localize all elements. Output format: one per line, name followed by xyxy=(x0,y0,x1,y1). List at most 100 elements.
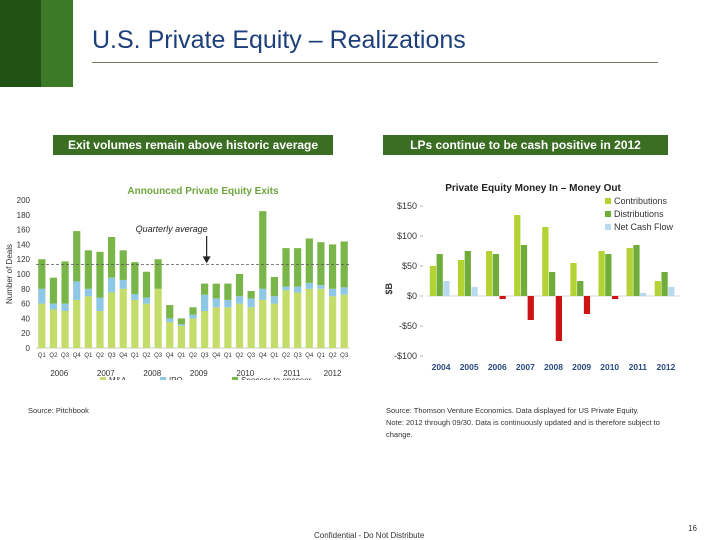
bar-ipo-22 xyxy=(294,286,302,293)
x-tick-label-12: Q1 xyxy=(177,353,186,359)
bar-ipo-5 xyxy=(96,297,104,311)
x-tick-label-9: Q2 xyxy=(142,353,151,359)
bar-m-a-8 xyxy=(131,299,139,348)
year-label-2011: 2011 xyxy=(283,369,301,378)
x-tick-label-14: Q3 xyxy=(201,353,210,359)
bar-contributions-2007 xyxy=(514,215,521,296)
bar-distributions-2007 xyxy=(520,245,528,296)
bar-contributions-2006 xyxy=(486,251,493,296)
x-tick-label-0: Q1 xyxy=(38,353,47,359)
bar-sponsor-to-sponsor-19 xyxy=(259,211,267,289)
bar-ipo-12 xyxy=(177,324,185,326)
y-tick-label-1: 20 xyxy=(21,329,30,338)
bar-sponsor-to-sponsor-3 xyxy=(73,231,81,282)
y-tick-label-2: 40 xyxy=(21,314,30,323)
bar-sponsor-to-sponsor-23 xyxy=(305,238,313,283)
bar-m-a-6 xyxy=(107,292,116,348)
right-source-line3: change. xyxy=(386,430,413,439)
bar-m-a-12 xyxy=(177,325,185,348)
left-source: Source: Pitchbook xyxy=(28,406,89,415)
bar-ipo-0 xyxy=(38,288,46,304)
bar-m-a-23 xyxy=(305,288,313,348)
bar-ipo-23 xyxy=(305,282,313,289)
bar-sponsor-to-sponsor-21 xyxy=(282,248,290,287)
legend-swatch-0 xyxy=(605,198,611,204)
right-source: Source: Thomson Venture Economics. Data … xyxy=(386,405,696,441)
bar-contributions-2012 xyxy=(654,281,661,296)
y-tick-label-3: $0 xyxy=(407,291,417,301)
bar-ipo-6 xyxy=(107,277,116,293)
bar-sponsor-to-sponsor-0 xyxy=(38,259,46,289)
bar-net-cash-flow-2010 xyxy=(611,296,619,299)
right-source-line1: Source: Thomson Venture Economics. Data … xyxy=(386,406,639,415)
bar-ipo-21 xyxy=(282,286,290,291)
bar-sponsor-to-sponsor-18 xyxy=(247,291,255,299)
bar-contributions-2005 xyxy=(457,260,465,296)
bar-sponsor-to-sponsor-13 xyxy=(189,307,197,315)
x-tick-label-16: Q1 xyxy=(224,353,233,359)
bar-ipo-7 xyxy=(119,279,127,289)
year-label-2007: 2007 xyxy=(97,369,115,378)
bar-contributions-2010 xyxy=(598,251,605,296)
x-tick-label-2: Q3 xyxy=(61,353,70,359)
bar-m-a-19 xyxy=(259,299,267,348)
bar-ipo-16 xyxy=(224,299,232,308)
bar-ipo-15 xyxy=(212,298,220,308)
bar-ipo-1 xyxy=(49,303,58,310)
x-tick-label-21: Q2 xyxy=(282,353,291,359)
x-tick-label-6: Q3 xyxy=(108,353,117,359)
bar-m-a-16 xyxy=(224,307,232,348)
bar-contributions-2004 xyxy=(429,266,437,296)
bar-sponsor-to-sponsor-8 xyxy=(131,262,139,294)
x-tick-label-23: Q4 xyxy=(305,353,314,359)
legend-label-2: Sponsor-to-sponsor xyxy=(241,376,312,380)
bar-m-a-15 xyxy=(212,307,220,348)
bar-ipo-2 xyxy=(61,303,69,311)
bar-sponsor-to-sponsor-14 xyxy=(201,283,209,295)
bar-sponsor-to-sponsor-7 xyxy=(119,250,127,280)
y-axis-label: Number of Deals xyxy=(5,244,14,304)
brand-bar xyxy=(41,0,73,87)
brand-bar-dark xyxy=(0,0,41,87)
x-tick-label-19: Q4 xyxy=(259,353,268,359)
bar-ipo-25 xyxy=(328,288,337,297)
page-number: 16 xyxy=(688,524,697,533)
bar-m-a-11 xyxy=(166,322,174,348)
year-label-2009: 2009 xyxy=(190,369,208,378)
bar-distributions-2010 xyxy=(605,254,612,296)
bar-ipo-24 xyxy=(317,285,325,289)
y-tick-label-5: 100 xyxy=(17,270,31,279)
bar-ipo-9 xyxy=(142,297,151,304)
y-tick-label-4: 80 xyxy=(21,285,30,294)
x-tick-label-2011: 2011 xyxy=(629,362,648,372)
x-tick-label-10: Q3 xyxy=(154,353,163,359)
legend-label-1: IPO xyxy=(169,376,183,380)
bar-net-cash-flow-2005 xyxy=(471,287,478,296)
y-tick-label-7: 140 xyxy=(17,240,31,249)
bar-sponsor-to-sponsor-20 xyxy=(270,276,279,297)
legend-swatch-1 xyxy=(160,377,166,380)
bar-m-a-2 xyxy=(61,311,69,348)
y-tick-label-3: 60 xyxy=(21,300,30,309)
bar-net-cash-flow-2008 xyxy=(555,296,562,341)
x-tick-label-2007: 2007 xyxy=(516,362,535,372)
bar-sponsor-to-sponsor-15 xyxy=(212,283,220,299)
year-label-2008: 2008 xyxy=(143,369,161,378)
bar-ipo-8 xyxy=(131,293,139,300)
average-annotation: Quarterly average xyxy=(136,224,208,234)
bar-sponsor-to-sponsor-25 xyxy=(328,244,337,289)
confidential-footer: Confidential - Do Not Distribute xyxy=(314,531,425,540)
bar-m-a-18 xyxy=(247,307,255,348)
bar-ipo-26 xyxy=(340,287,348,295)
legend-label-1: Distributions xyxy=(614,209,664,219)
y-tick-label-9: 180 xyxy=(17,211,31,220)
bar-ipo-17 xyxy=(235,296,244,304)
year-label-2010: 2010 xyxy=(236,369,254,378)
bar-m-a-5 xyxy=(96,311,104,348)
right-source-line2: Note: 2012 through 09/30. Data is contin… xyxy=(386,418,660,427)
bar-m-a-24 xyxy=(317,288,325,348)
bar-net-cash-flow-2004 xyxy=(443,281,450,296)
bar-sponsor-to-sponsor-2 xyxy=(61,261,69,304)
bar-m-a-9 xyxy=(142,303,151,348)
legend-swatch-0 xyxy=(100,377,106,380)
